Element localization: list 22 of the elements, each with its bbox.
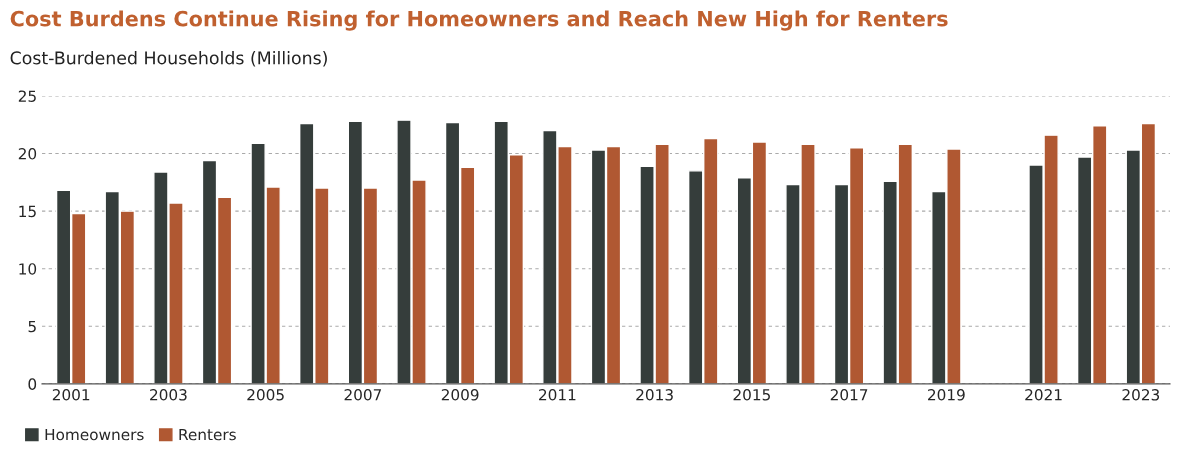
x-tick-label: 2001 xyxy=(52,389,90,401)
y-tick-label: 10 xyxy=(19,263,37,275)
y-tick-label: 20 xyxy=(18,148,37,160)
x-tick-label: 2009 xyxy=(441,389,479,401)
x-tick-label: 2019 xyxy=(928,389,965,401)
x-tick-label: 2007 xyxy=(344,389,382,401)
x-tick-label: 2003 xyxy=(150,389,187,401)
x-tick-label: 2013 xyxy=(636,389,673,401)
y-axis-title: Cost-Burdened Households (Millions) xyxy=(10,51,327,67)
x-tick-label: 2021 xyxy=(1025,389,1062,401)
y-tick-label: 5 xyxy=(28,320,36,333)
x-tick-label: 2011 xyxy=(539,389,576,401)
x-tick-label: 2017 xyxy=(830,389,868,401)
y-tick-label: 0 xyxy=(28,378,37,390)
chart-title: Cost Burdens Continue Rising for Homeowners and Reach New High for Renters xyxy=(10,10,948,31)
y-tick-label: 25 xyxy=(18,90,36,102)
x-tick-label: 2023 xyxy=(1122,389,1160,401)
y-tick-label: 15 xyxy=(19,205,36,218)
legend-label: Renters xyxy=(179,428,236,441)
x-tick-label: 2015 xyxy=(733,389,770,401)
legend-label: Homeowners xyxy=(45,428,144,441)
x-tick-label: 2005 xyxy=(247,389,284,401)
